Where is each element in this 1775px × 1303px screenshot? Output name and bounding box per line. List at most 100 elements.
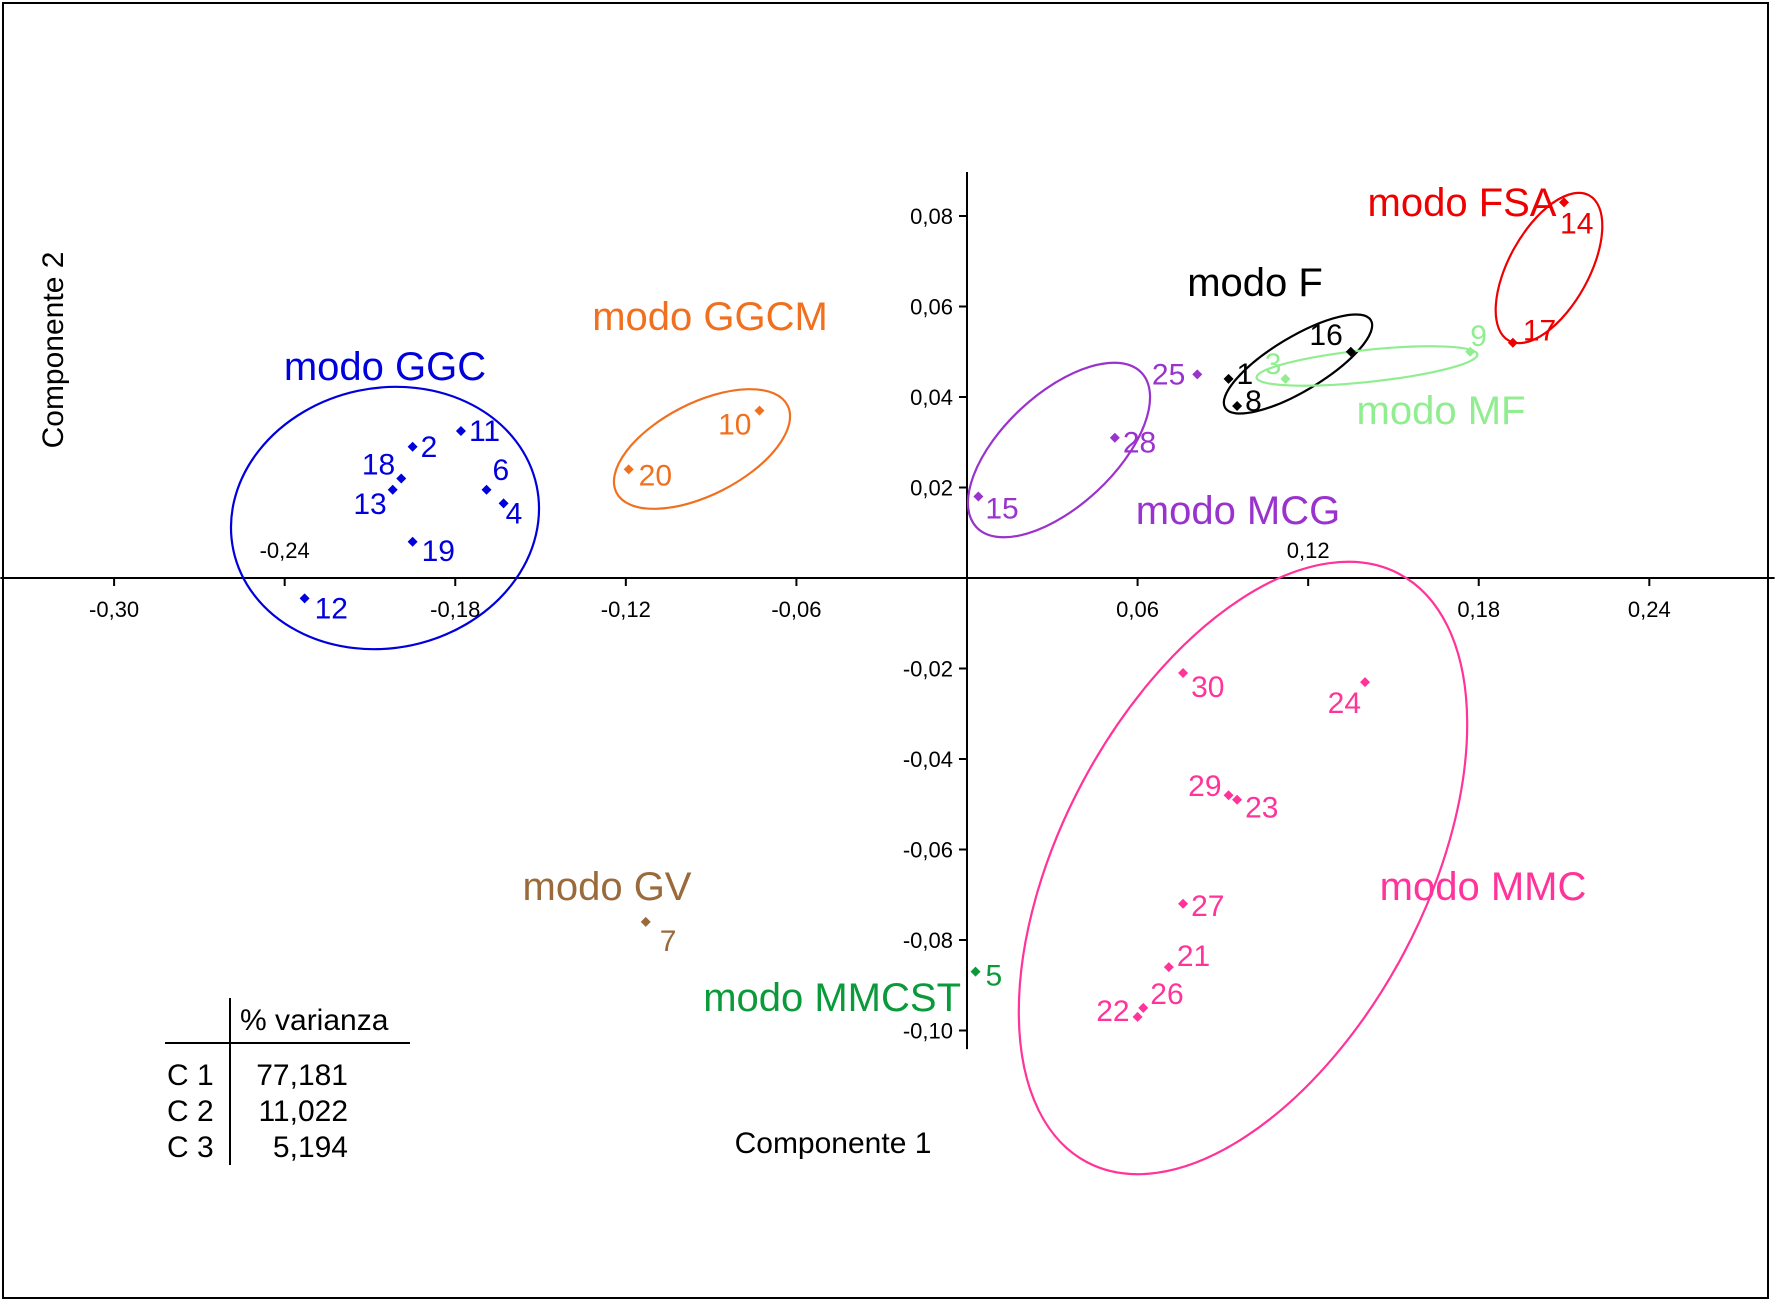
data-point-5 bbox=[970, 966, 981, 977]
x-ticks: -0,30 -0,24 -0,18 -0,12 -0,06 0,06 0,12 0,18 0,2… bbox=[89, 538, 1671, 622]
y-tick-label: -0,08 bbox=[903, 928, 953, 953]
point-label-14: 14 bbox=[1560, 207, 1593, 240]
point-label-27: 27 bbox=[1191, 890, 1224, 923]
data-point-29 bbox=[1223, 790, 1234, 801]
variance-table: % varianza C 1 77,181 C 2 11,022 C 3 5,1… bbox=[165, 998, 410, 1165]
data-point-9 bbox=[1465, 346, 1476, 357]
modo-ggcm-ellipse bbox=[612, 388, 792, 510]
data-point-27 bbox=[1178, 898, 1189, 909]
data-point-17 bbox=[1507, 337, 1518, 348]
y-ticks: 0,08 0,06 0,04 0,02 -0,02 -0,04 -0,06 -0,08 -0,1… bbox=[903, 204, 967, 1044]
y-tick-label: -0,02 bbox=[903, 657, 953, 682]
data-point-21 bbox=[1163, 962, 1174, 973]
variance-row-label: C 3 bbox=[167, 1131, 214, 1164]
modo-ggc-label: modo GGC bbox=[284, 345, 486, 389]
x-tick-label: 0,12 bbox=[1287, 538, 1330, 563]
modo-ggcm-label: modo GGCM bbox=[592, 295, 828, 339]
point-label-23: 23 bbox=[1245, 792, 1278, 825]
modo-mf-label: modo MF bbox=[1357, 389, 1526, 433]
point-label-5: 5 bbox=[986, 960, 1003, 993]
data-point-8 bbox=[1232, 401, 1243, 412]
x-tick-label: -0,18 bbox=[430, 597, 480, 622]
point-label-22: 22 bbox=[1096, 995, 1129, 1028]
variance-table-header: % varianza bbox=[240, 1004, 389, 1037]
group-ellipses bbox=[229, 191, 1604, 1176]
modo-f-ellipse bbox=[1222, 313, 1374, 415]
data-point-1 bbox=[1223, 373, 1234, 384]
data-point-10 bbox=[754, 405, 765, 416]
modo-mf-ellipse bbox=[1255, 345, 1479, 387]
modo-fsa-ellipse bbox=[1494, 191, 1604, 345]
data-point-12 bbox=[299, 593, 310, 604]
y-tick-label: -0,10 bbox=[903, 1019, 953, 1044]
point-label-7: 7 bbox=[660, 925, 677, 958]
y-tick-label: 0,08 bbox=[910, 204, 953, 229]
point-label-17: 17 bbox=[1523, 315, 1556, 348]
x-tick-label: 0,24 bbox=[1628, 597, 1671, 622]
x-tick-label: -0,06 bbox=[771, 597, 821, 622]
y-tick-label: 0,06 bbox=[910, 295, 953, 320]
data-point-22 bbox=[1132, 1011, 1143, 1022]
point-label-4: 4 bbox=[506, 497, 523, 530]
point-label-9: 9 bbox=[1470, 320, 1487, 353]
point-label-30: 30 bbox=[1191, 671, 1224, 704]
point-label-25: 25 bbox=[1152, 358, 1185, 391]
data-point-16 bbox=[1345, 346, 1356, 357]
x-axis-title: Componente 1 bbox=[735, 1127, 932, 1160]
modo-ggc-ellipse bbox=[229, 385, 541, 651]
x-tick-label: -0,12 bbox=[601, 597, 651, 622]
data-point-28 bbox=[1109, 432, 1120, 443]
data-point-30 bbox=[1178, 668, 1189, 679]
data-point-3 bbox=[1280, 373, 1291, 384]
data-point-20 bbox=[623, 464, 634, 475]
variance-row-label: C 1 bbox=[167, 1059, 214, 1092]
x-tick-label: 0,18 bbox=[1457, 597, 1500, 622]
point-label-15: 15 bbox=[985, 493, 1018, 526]
x-tick-label: -0,24 bbox=[260, 538, 310, 563]
modo-mcg-ellipse bbox=[966, 361, 1152, 539]
point-label-13: 13 bbox=[353, 488, 386, 521]
data-point-26 bbox=[1138, 1002, 1149, 1013]
y-axis-title: Componente 2 bbox=[37, 252, 70, 449]
data-point-6 bbox=[481, 484, 492, 495]
point-label-12: 12 bbox=[315, 592, 348, 625]
point-label-29: 29 bbox=[1188, 770, 1221, 803]
point-label-8: 8 bbox=[1245, 385, 1262, 418]
data-point-24 bbox=[1360, 677, 1371, 688]
point-label-11: 11 bbox=[469, 415, 500, 448]
modo-gv-label: modo GV bbox=[523, 865, 692, 909]
y-tick-label: 0,04 bbox=[910, 385, 953, 410]
point-label-21: 21 bbox=[1177, 940, 1210, 973]
variance-row-value: 77,181 bbox=[256, 1059, 348, 1092]
modo-f-label: modo F bbox=[1187, 261, 1323, 305]
point-label-18: 18 bbox=[362, 448, 395, 481]
modo-mmc-label: modo MMC bbox=[1380, 865, 1587, 909]
data-point-18 bbox=[396, 473, 407, 484]
data-point-11 bbox=[455, 425, 466, 436]
data-point-4 bbox=[498, 498, 509, 509]
data-point-2 bbox=[407, 441, 418, 452]
data-point-13 bbox=[387, 484, 398, 495]
modo-mcg-label: modo MCG bbox=[1136, 489, 1341, 533]
variance-row-value: 5,194 bbox=[273, 1131, 348, 1164]
modo-fsa-label: modo FSA bbox=[1368, 181, 1557, 225]
data-point-25 bbox=[1192, 369, 1203, 380]
data-point-19 bbox=[407, 536, 418, 547]
variance-row-label: C 2 bbox=[167, 1095, 214, 1128]
data-point-14 bbox=[1559, 197, 1570, 208]
data-point-7 bbox=[640, 916, 651, 927]
y-tick-label: 0,02 bbox=[910, 476, 953, 501]
axes bbox=[0, 172, 1775, 1050]
point-label-20: 20 bbox=[639, 459, 672, 492]
y-tick-label: -0,04 bbox=[903, 747, 953, 772]
x-tick-label: -0,30 bbox=[89, 597, 139, 622]
x-tick-label: 0,06 bbox=[1116, 597, 1159, 622]
point-label-16: 16 bbox=[1309, 319, 1342, 352]
point-label-1: 1 bbox=[1237, 358, 1254, 391]
variance-row-value: 11,022 bbox=[258, 1095, 348, 1128]
point-label-19: 19 bbox=[422, 535, 455, 568]
modo-mmcst-label: modo MMCST bbox=[703, 976, 961, 1020]
